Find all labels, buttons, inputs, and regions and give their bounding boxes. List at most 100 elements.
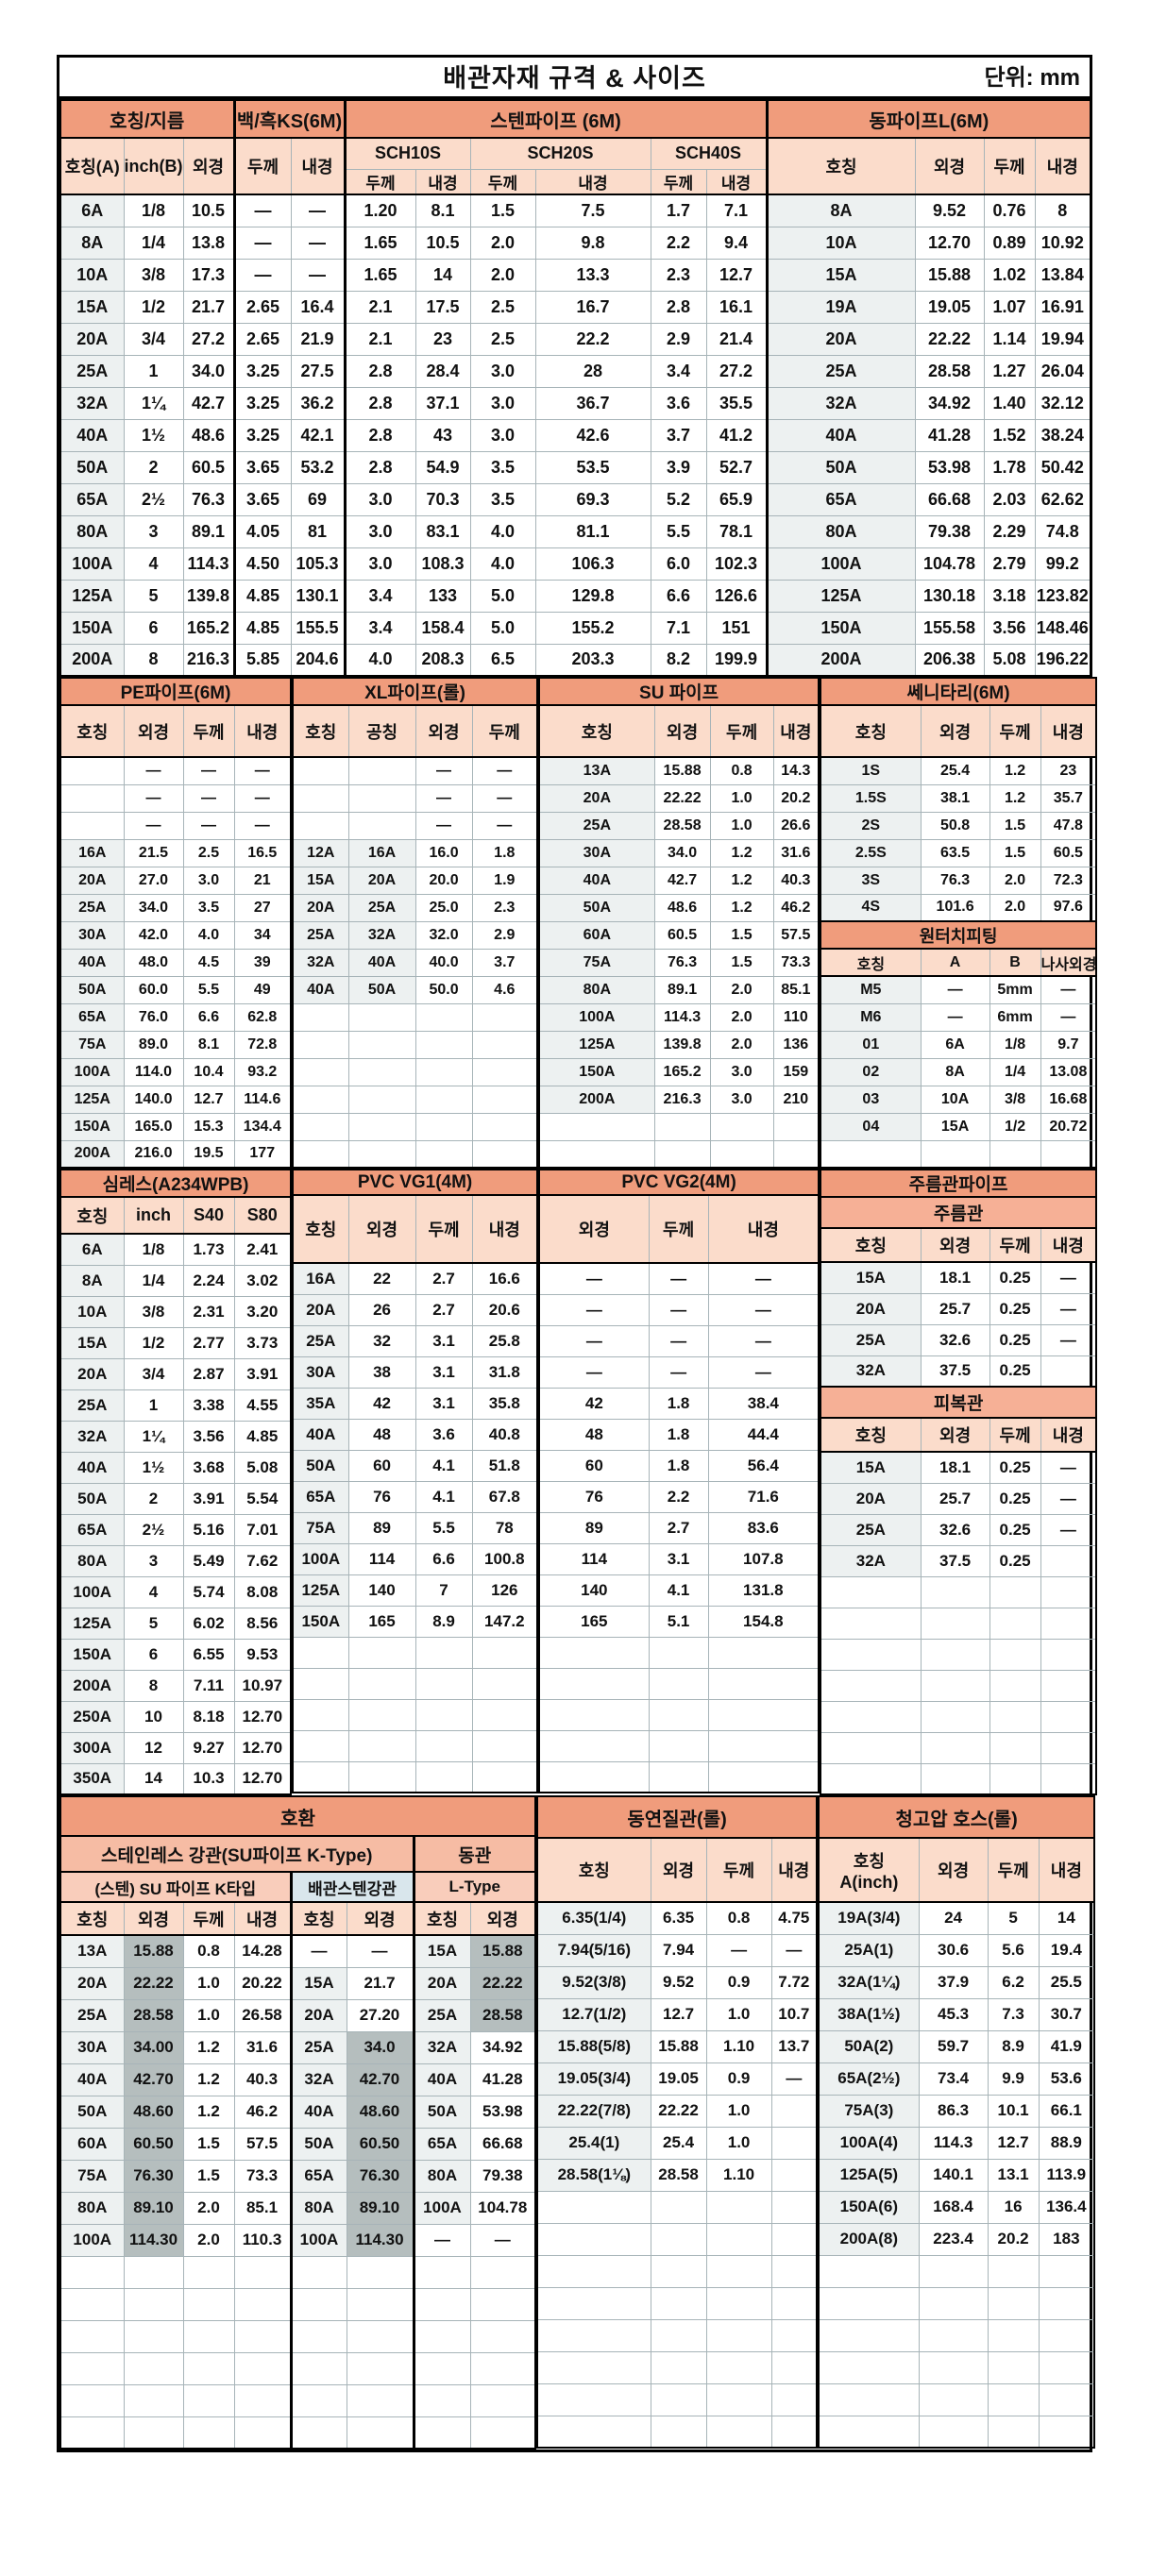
table-row [536, 2350, 818, 2384]
table-row: 25A 32A 32.0 2.9 [292, 920, 538, 950]
column-header: 외경 [182, 137, 235, 195]
column-header: 호칭(A) [59, 137, 125, 195]
table-row: — — [292, 756, 538, 785]
table-row: 200A(8) 223.4 20.2 183 [818, 2222, 1095, 2256]
table-row: 100A 114 6.6 100.8 [292, 1542, 538, 1575]
table-row: 75A 76.3 1.5 73.3 [538, 948, 820, 977]
table-row [536, 2254, 818, 2288]
column-header: 호칭 [292, 704, 349, 758]
column-header: 내경 [290, 137, 346, 195]
seamless-rows: 6A 1/8 1.73 2.41 8A 1/4 2.24 3.02 10A 3/8 2.31 3.20… [59, 1233, 292, 1795]
column-header: 두께 [989, 704, 1041, 758]
table-row: 100A 114.3 2.0 110 [538, 1002, 820, 1032]
table-row: 150A 165.2 3.0 159 [538, 1057, 820, 1086]
hose-rows: 19A(3/4) 24 5 14 25A(1) 30.6 5.6 19.4 32A(1¼) 37.… [818, 1901, 1095, 2449]
column-header-line1: 호칭 [853, 1851, 885, 1871]
table-title: XL파이프(롤) [292, 677, 539, 706]
sub-header-row: 호칭(A) inch(B) 외경 두께 내경 SCH10S SCH20S SCH… [59, 137, 1091, 195]
xl-pipe-table: XL파이프(롤) 호칭 공칭 외경 두께 — — — — — —12A 16A 16.0 1.8… [292, 677, 539, 1169]
table-row [292, 1112, 538, 1141]
compatibility-table: 호환 스테인레스 강관(SU파이프 K-Type) 동관 (스텐) SU 파이프… [59, 1795, 537, 2450]
table-title: 쎄니타리(6M) [820, 677, 1098, 706]
table-row: 2S 50.8 1.5 47.8 [820, 811, 1097, 840]
subgroup-su-ktype: (스텐) SU 파이프 K타입 [59, 1871, 292, 1903]
table-row: 15A 1/2 2.77 3.73 [59, 1326, 292, 1359]
column-header: 호칭 [820, 948, 922, 977]
table-row: 140 4.1 131.8 [538, 1574, 820, 1607]
pe-pipe-rows: — — — — — — — — —16A 21.5 2.5 16.5 20A 27.0 3.0 21 25A 34… [59, 756, 292, 1169]
table-row [820, 1762, 1097, 1795]
table-row [59, 2351, 536, 2385]
coated-pipe-block: 피복관 호칭 외경 두께 내경 [820, 1386, 1098, 1453]
table-row: 32A 40A 40.0 3.7 [292, 948, 538, 977]
table-row: 150A 6 6.55 9.53 [59, 1638, 292, 1671]
column-header: 내경 [233, 1901, 292, 1936]
table-row: — — — [538, 1355, 820, 1389]
table-title: PVC VG1(4M) [292, 1169, 539, 1196]
table-row [59, 2255, 536, 2289]
table-row: 125A 140 7 126 [292, 1574, 538, 1607]
table-row: 38A(1½) 45.3 7.3 30.7 [818, 1997, 1095, 2031]
table-row: 200A 8 7.11 10.97 [59, 1669, 292, 1702]
table-row: 60A 60.5 1.5 57.5 [538, 920, 820, 950]
table-row: 60A 60.50 1.5 57.5 50A 60.50 65A 66.68 [59, 2127, 536, 2161]
table-row: 40A 1½ 3.68 5.08 [59, 1451, 292, 1484]
table-row: 35A 42 3.1 35.8 [292, 1387, 538, 1420]
table-row: 13A 15.88 0.8 14.3 [538, 756, 820, 785]
column-header: A [920, 948, 990, 977]
table-row: 100A 4 114.3 4.50 105.3 3.0 108.3 4.0 106.3 6.0 10… [59, 547, 1091, 581]
column-header: 호칭 [59, 1196, 125, 1235]
table-row [820, 1607, 1097, 1640]
column-header: 내경 [534, 168, 651, 195]
table-row [59, 2383, 536, 2417]
table-row [538, 1729, 820, 1762]
column-header: 외경 [918, 1837, 989, 1903]
table-row [292, 1729, 538, 1762]
column-header: 외경 [123, 704, 184, 758]
table-row: 25A 32 3.1 25.8 [292, 1324, 538, 1357]
table-row: 89 2.7 83.6 [538, 1511, 820, 1544]
table-row: — — — [59, 811, 292, 840]
column-header: 두께 [182, 704, 235, 758]
table-row: 16A 22 2.7 16.6 [292, 1262, 538, 1295]
table-row [818, 2254, 1095, 2288]
table-row: 100A 114.0 10.4 93.2 [59, 1057, 292, 1086]
column-header: 호칭 [820, 704, 922, 758]
table-row: 125A 5 6.02 8.56 [59, 1607, 292, 1640]
table-row [292, 1139, 538, 1169]
table-row [820, 1731, 1097, 1764]
table-row: 7.94(5/16) 7.94— — [536, 1933, 818, 1967]
pvc-vg1-table: PVC VG1(4M) 호칭 외경 두께 내경 16A 22 2.7 16.6 20A 2… [292, 1169, 539, 1793]
table-row [538, 1698, 820, 1731]
pvc-vg2-rows: — — — — — — — — — — — —42 1.8 38.4 48 1.8 44.4 60 1.8 56.4 7… [538, 1262, 820, 1793]
column-header-line2: A(inch) [839, 1872, 899, 1892]
sch-sub-header-row: 두께 내경 두께 내경 두께 내경 [60, 168, 1091, 195]
table-row: 60 1.8 56.4 [538, 1449, 820, 1482]
table-row: 50A 2 3.91 5.54 [59, 1482, 292, 1515]
table-title: SU 파이프 [538, 677, 820, 706]
table-row: 65A 2½ 5.16 7.01 [59, 1513, 292, 1546]
column-header: 호칭 [820, 1227, 922, 1263]
table-row: 19A(3/4) 24 5 14 [818, 1901, 1095, 1935]
table-row: 6A 1/8 10.5— —1.20 8.1 1.5 7.5 1.7 7.1 8A 9.52 0.76… [59, 194, 1091, 227]
table-row: 200A 216.0 19.5 177 [59, 1139, 292, 1169]
table-row: 25A(1) 30.6 5.6 19.4 [818, 1933, 1095, 1967]
table-row: 300A 12 9.27 12.70 [59, 1731, 292, 1764]
table-row: 25A 1 34.0 3.25 27.5 2.8 28.4 3.0 28 3.4 27.2 25A 28… [59, 354, 1091, 388]
table-row: 25A 28.58 1.0 26.58 20A 27.20 25A 28.58 [59, 1998, 536, 2032]
table-row: 25A 1 3.38 4.55 [59, 1389, 292, 1422]
column-header: 내경 [705, 168, 768, 195]
table-row [536, 2415, 818, 2449]
table-row: 20A 25A 25.0 2.3 [292, 893, 538, 922]
table-row: 50A 48.60 1.2 46.2 40A 48.60 50A 53.98 [59, 2095, 536, 2129]
table-row: 40A 50A 50.0 4.6 [292, 975, 538, 1004]
table-row [536, 2382, 818, 2416]
column-header: 외경 [920, 1227, 990, 1263]
column-header-sch20s: SCH20S [469, 137, 651, 170]
table-row: 125A 139.8 2.0 136 [538, 1030, 820, 1059]
group-copper-pipe: 동파이프L(6M) [765, 99, 1091, 139]
table-row: 65A 76 4.1 67.8 [292, 1480, 538, 1513]
su-pipe-rows: 13A 15.88 0.8 14.3 20A 22.22 1.0 20.2 25A 28.58 1.… [538, 756, 820, 1169]
table-row: 150A(6) 168.4 16 136.4 [818, 2190, 1095, 2224]
column-header-sch40s: SCH40S [650, 137, 768, 170]
